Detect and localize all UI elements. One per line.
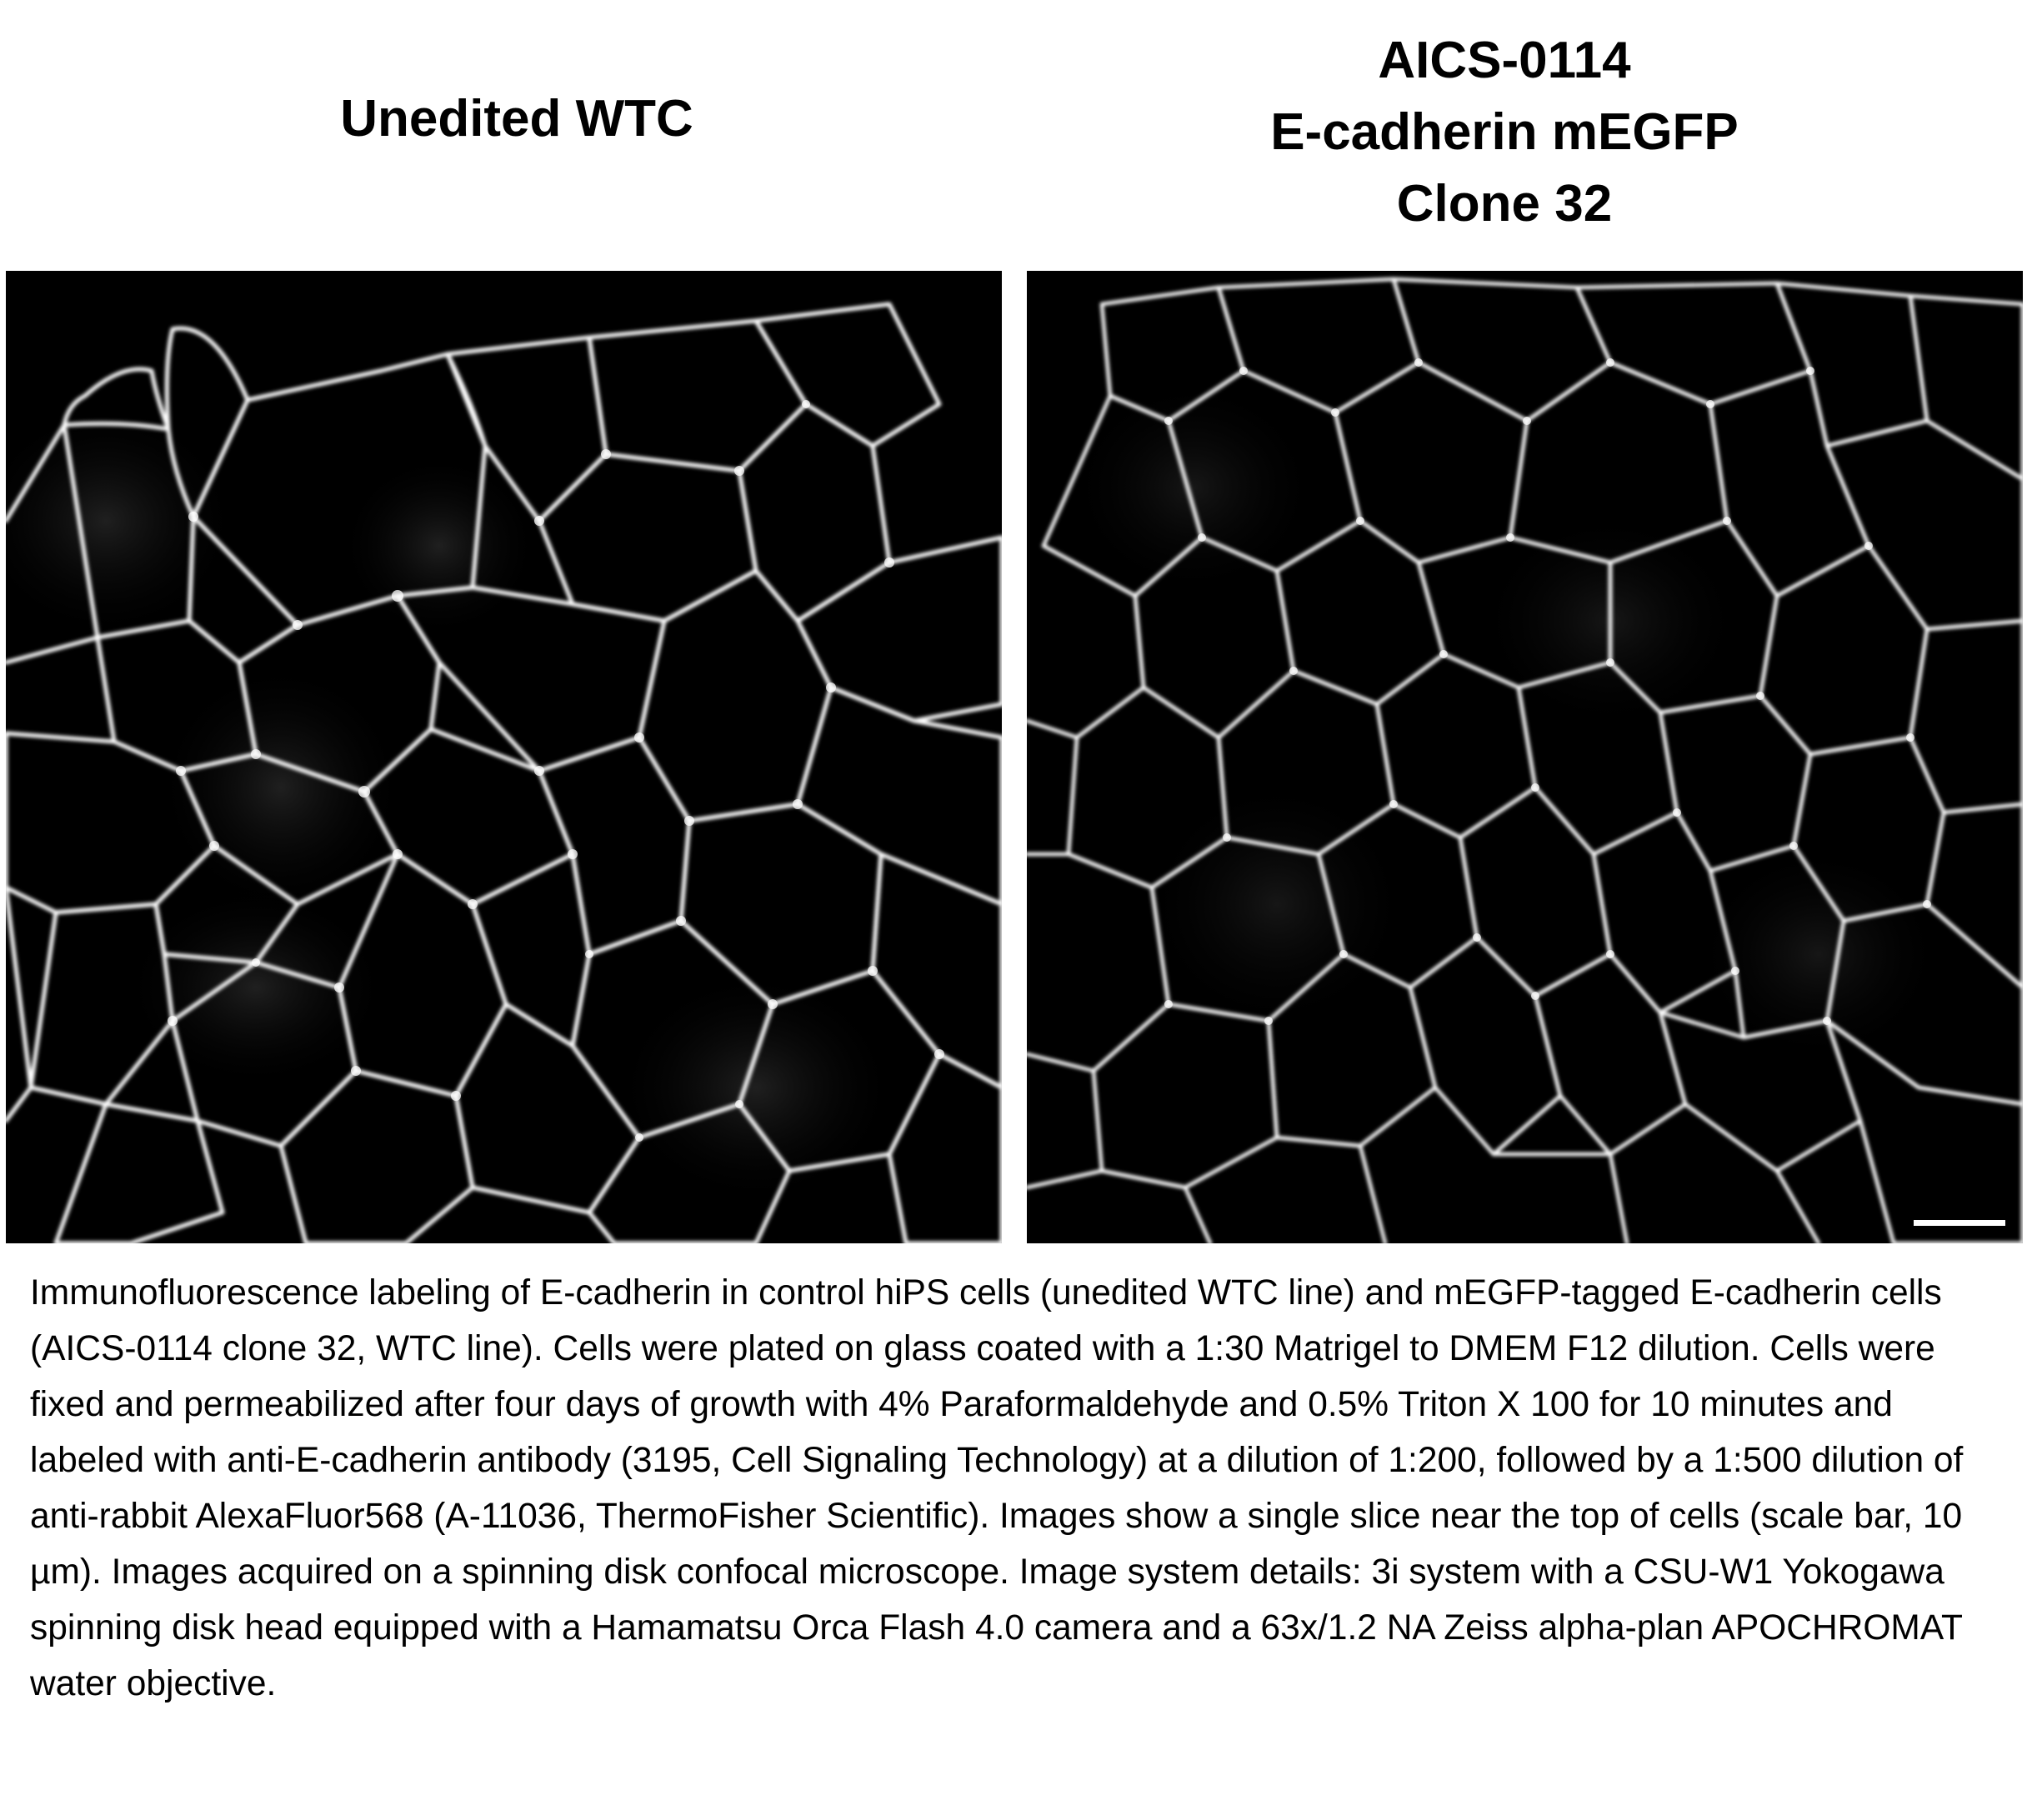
ecadherin-megfp-micrograph: [1027, 271, 2023, 1243]
left-panel-title: Unedited WTC: [0, 83, 1034, 155]
cell-membrane-network-left: [6, 302, 1002, 1243]
figure-caption: Immunofluorescence labeling of E-cadheri…: [30, 1273, 1964, 1703]
right-title-line-3: Clone 32: [1396, 175, 1613, 232]
right-panel-title: AICS-0114 E-cadherin mEGFP Clone 32: [1025, 25, 1984, 240]
scale-bar-line: [1914, 1220, 2005, 1226]
cell-membrane-network-right: [1027, 277, 2023, 1243]
left-title-text: Unedited WTC: [340, 90, 693, 148]
unedited-wtc-micrograph: [6, 271, 1002, 1243]
right-title-line-2: E-cadherin mEGFP: [1270, 103, 1739, 161]
right-title-line-1: AICS-0114: [1378, 32, 1631, 89]
